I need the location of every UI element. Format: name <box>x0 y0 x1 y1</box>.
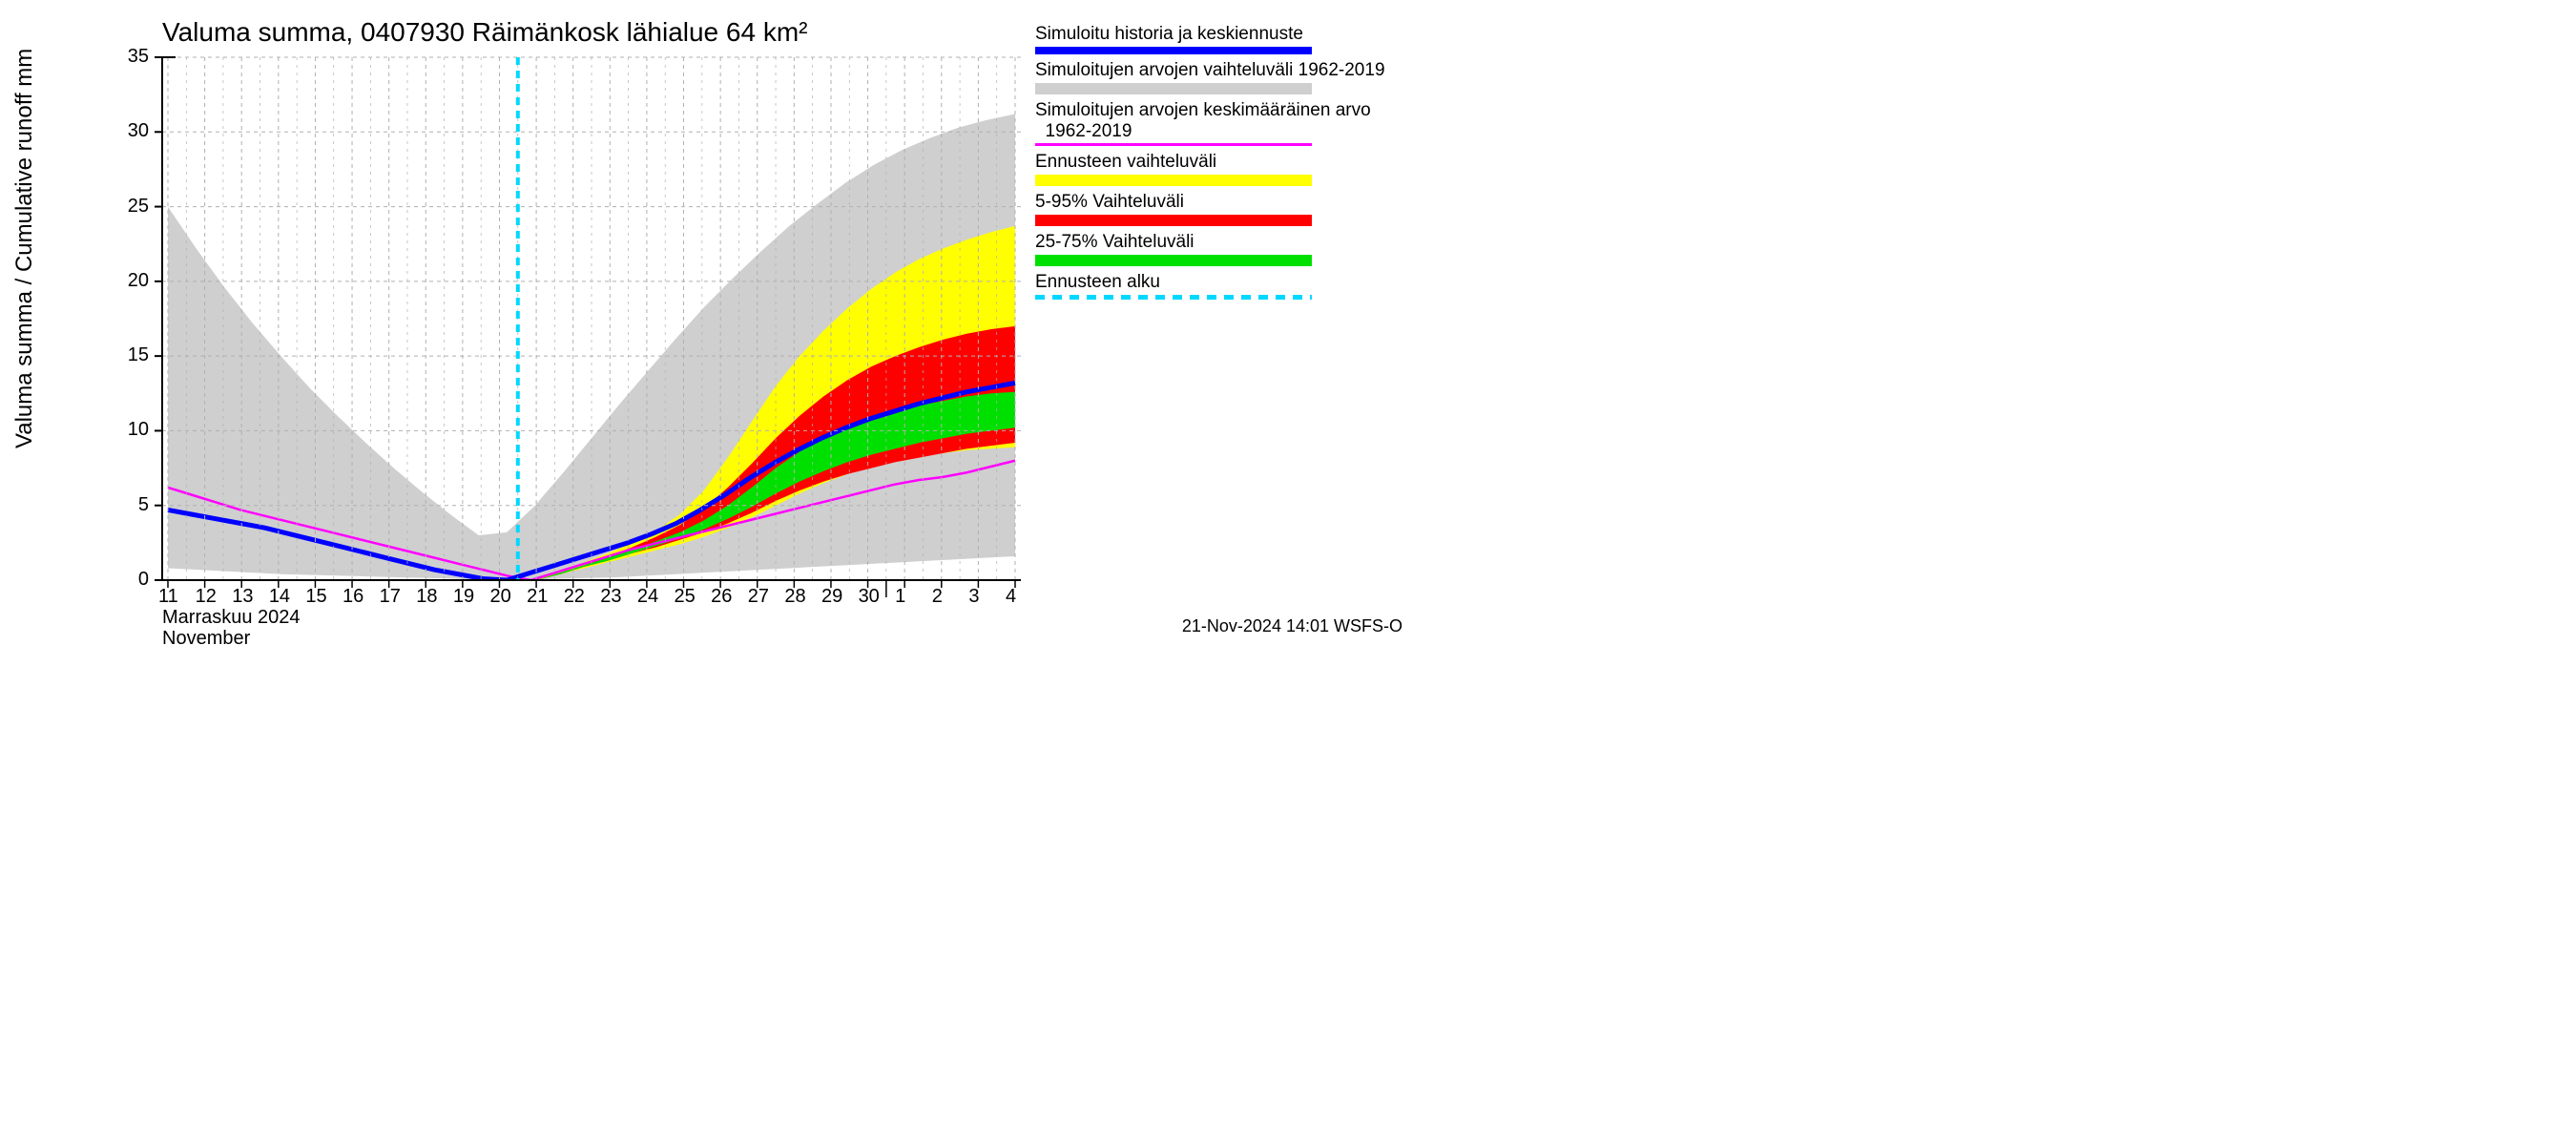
legend-item: Simuloitujen arvojen keskimääräinen arvo… <box>1035 100 1417 147</box>
x-tick-label: 28 <box>784 586 805 608</box>
x-tick-label: 16 <box>343 586 364 608</box>
month-label-en: November <box>162 628 250 650</box>
x-tick-label: 3 <box>968 586 979 608</box>
x-tick-label: 22 <box>564 586 585 608</box>
legend-label: Simuloitujen arvojen vaihteluväli 1962-2… <box>1035 60 1417 81</box>
legend-label: Simuloitujen arvojen keskimääräinen arvo… <box>1035 100 1417 142</box>
x-tick-label: 2 <box>932 586 943 608</box>
chart-container: Valuma summa, 0407930 Räimänkosk lähialu… <box>0 0 1431 636</box>
y-tick-label: 20 <box>128 270 149 292</box>
legend-swatch <box>1035 215 1312 226</box>
legend-item: 5-95% Vaihteluväli <box>1035 192 1417 226</box>
legend-swatch <box>1035 47 1312 54</box>
legend-item: Ennusteen vaihteluväli <box>1035 152 1417 186</box>
legend-label: Ennusteen vaihteluväli <box>1035 152 1417 173</box>
x-tick-label: 25 <box>675 586 696 608</box>
x-tick-label: 24 <box>637 586 658 608</box>
y-tick-label: 15 <box>128 344 149 366</box>
legend-label: Simuloitu historia ja keskiennuste <box>1035 24 1417 45</box>
legend-swatch <box>1035 143 1312 146</box>
legend-swatch <box>1035 175 1312 186</box>
y-tick-label: 35 <box>128 46 149 68</box>
legend-swatch <box>1035 255 1312 266</box>
legend-swatch <box>1035 295 1312 300</box>
x-tick-label: 13 <box>232 586 253 608</box>
x-tick-label: 29 <box>821 586 842 608</box>
month-label-fi: Marraskuu 2024 <box>162 607 301 629</box>
x-tick-label: 4 <box>1006 586 1016 608</box>
legend-item: Ennusteen alku <box>1035 272 1417 300</box>
y-tick-label: 5 <box>138 494 149 516</box>
x-tick-label: 11 <box>158 586 178 608</box>
x-tick-label: 20 <box>489 586 510 608</box>
legend: Simuloitu historia ja keskiennuste Simulo… <box>1035 24 1417 305</box>
x-tick-label: 26 <box>711 586 732 608</box>
x-tick-label: 21 <box>527 586 548 608</box>
x-tick-label: 12 <box>196 586 217 608</box>
footer-timestamp: 21-Nov-2024 14:01 WSFS-O <box>1182 616 1402 636</box>
x-tick-label: 17 <box>380 586 401 608</box>
y-tick-label: 25 <box>128 196 149 218</box>
x-tick-label: 1 <box>895 586 905 608</box>
x-tick-label: 23 <box>600 586 621 608</box>
legend-item: Simuloitu historia ja keskiennuste <box>1035 24 1417 54</box>
legend-swatch <box>1035 83 1312 94</box>
legend-label: 25-75% Vaihteluväli <box>1035 232 1417 253</box>
x-tick-label: 30 <box>859 586 880 608</box>
y-tick-label: 10 <box>128 419 149 441</box>
legend-item: 25-75% Vaihteluväli <box>1035 232 1417 266</box>
legend-label: Ennusteen alku <box>1035 272 1417 293</box>
legend-item: Simuloitujen arvojen vaihteluväli 1962-2… <box>1035 60 1417 94</box>
y-tick-label: 30 <box>128 120 149 142</box>
x-tick-label: 15 <box>305 586 326 608</box>
x-tick-label: 27 <box>748 586 769 608</box>
y-tick-label: 0 <box>138 569 149 591</box>
x-tick-label: 14 <box>269 586 290 608</box>
x-tick-label: 19 <box>453 586 474 608</box>
x-tick-label: 18 <box>416 586 437 608</box>
legend-label: 5-95% Vaihteluväli <box>1035 192 1417 213</box>
